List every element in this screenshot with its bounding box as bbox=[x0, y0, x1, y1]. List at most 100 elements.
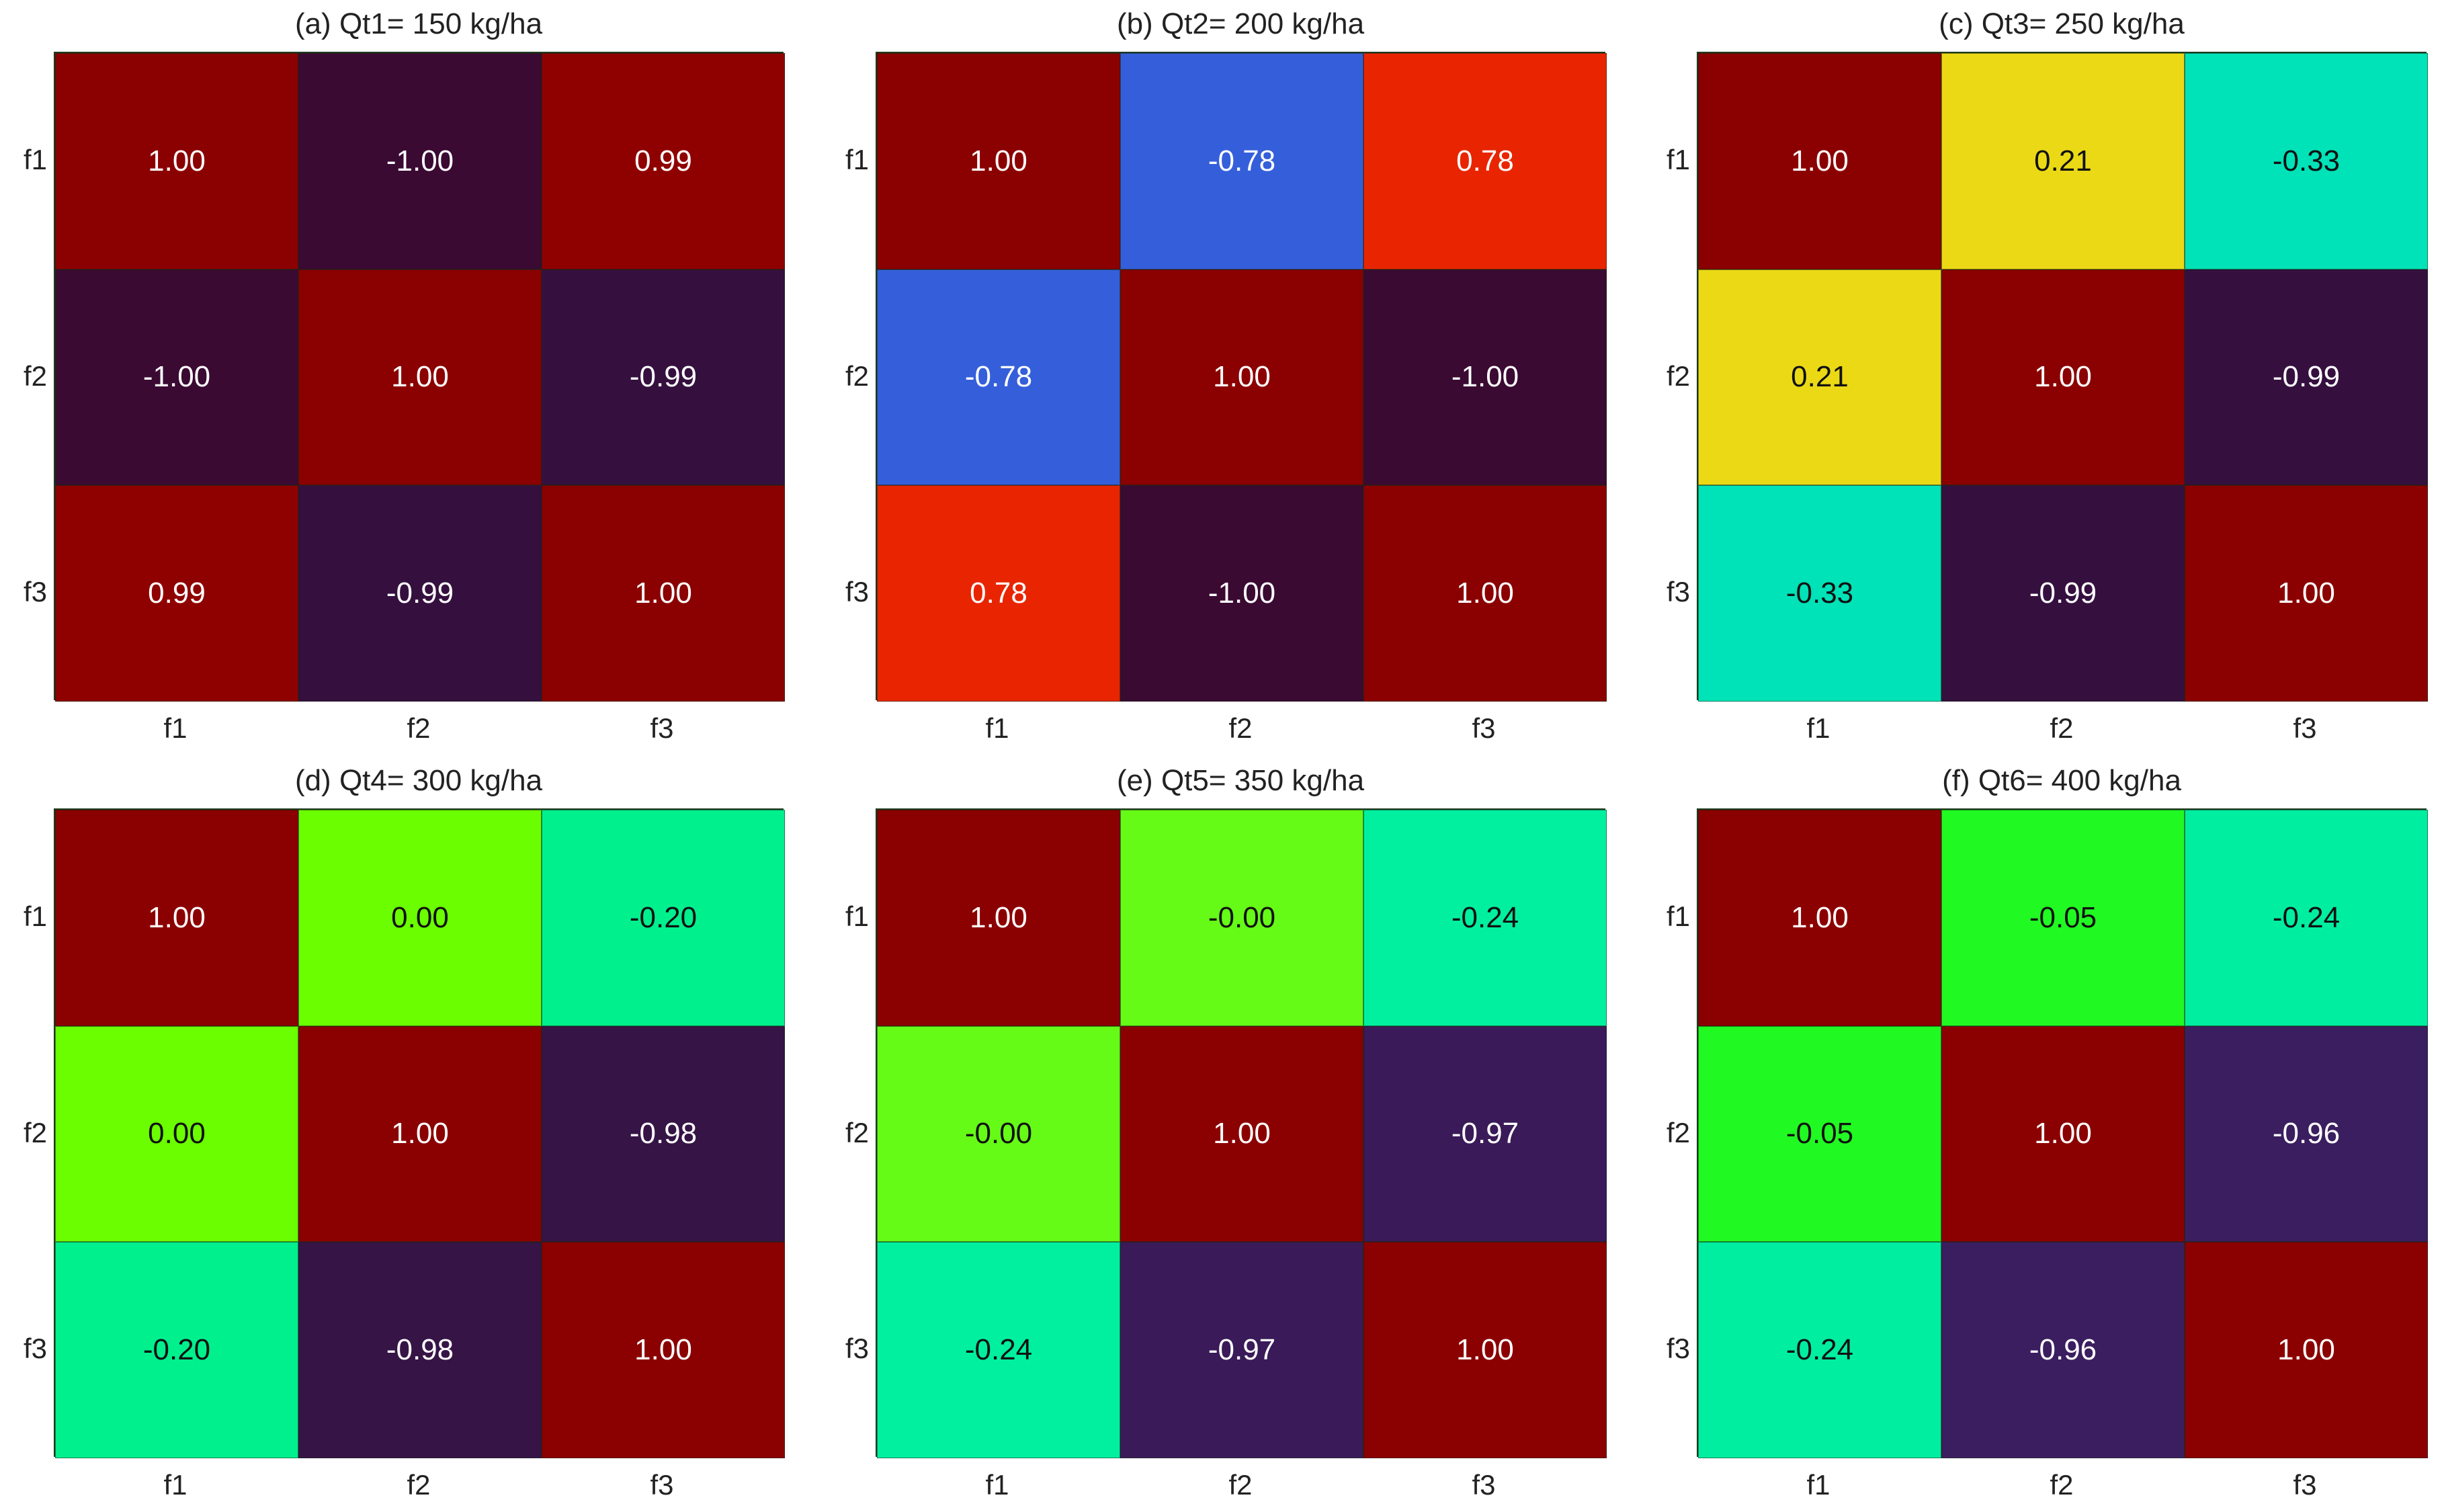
heatmap-cell: -0.24 bbox=[2185, 810, 2428, 1026]
heatmap-cell: 1.00 bbox=[2185, 485, 2428, 702]
heatmap-cell: 1.00 bbox=[542, 485, 785, 702]
y-tick-label: f3 bbox=[1666, 576, 1690, 608]
x-tick-label: f1 bbox=[985, 1469, 1009, 1501]
heatmap-cell: 1.00 bbox=[1941, 1025, 2185, 1243]
heatmap-cell: -0.05 bbox=[1698, 1025, 1941, 1243]
heatmap-grid: 1.00 -0.05 -0.24 -0.05 1.00 -0.96 -0.24 -0.96 1.… bbox=[1697, 808, 2428, 1458]
heatmap-cell: 1.00 bbox=[55, 53, 298, 269]
heatmap-cell: -0.24 bbox=[1698, 1242, 1941, 1458]
x-tick-label: f3 bbox=[2293, 712, 2317, 744]
heatmap-cell: -0.33 bbox=[2185, 53, 2428, 269]
y-tick-label: f3 bbox=[845, 576, 869, 608]
heatmap-cell: 0.99 bbox=[55, 485, 298, 702]
y-tick-label: f1 bbox=[23, 900, 47, 932]
heatmap-cell: 0.99 bbox=[542, 53, 785, 269]
panel-title: (b) Qt2= 200 kg/ha bbox=[1116, 7, 1365, 40]
y-tick-label: f2 bbox=[23, 360, 47, 392]
heatmap-cell: 1.00 bbox=[298, 1025, 542, 1243]
heatmap-cell: 1.00 bbox=[1941, 269, 2185, 486]
x-tick-label: f2 bbox=[1228, 1469, 1253, 1501]
x-tick-label: f2 bbox=[1228, 712, 1253, 744]
y-tick-label: f1 bbox=[23, 143, 47, 175]
heatmap-cell: 0.78 bbox=[1363, 53, 1607, 269]
heatmap-cell: 1.00 bbox=[1363, 1242, 1607, 1458]
y-tick-label: f2 bbox=[1666, 360, 1690, 392]
heatmap-cell: -0.96 bbox=[2185, 1025, 2428, 1243]
heatmap-cell: 1.00 bbox=[877, 810, 1120, 1026]
heatmap-cell: -1.00 bbox=[1363, 269, 1607, 486]
panel-title: (d) Qt4= 300 kg/ha bbox=[294, 764, 543, 797]
heatmap-cell: 1.00 bbox=[1120, 1025, 1363, 1243]
heatmap-cell: 0.21 bbox=[1698, 269, 1941, 486]
heatmap-cell: -0.78 bbox=[877, 269, 1120, 486]
heatmap-cell: 1.00 bbox=[1698, 810, 1941, 1026]
x-tick-label: f2 bbox=[407, 1469, 431, 1501]
heatmap-cell: 1.00 bbox=[1698, 53, 1941, 269]
heatmap-cell: -0.99 bbox=[298, 485, 542, 702]
heatmap-cell: -0.24 bbox=[877, 1242, 1120, 1458]
y-tick-label: f2 bbox=[23, 1116, 47, 1148]
x-tick-label: f1 bbox=[1806, 712, 1830, 744]
heatmap-cell: 0.21 bbox=[1941, 53, 2185, 269]
heatmap-cell: -0.33 bbox=[1698, 485, 1941, 702]
heatmap-cell: -0.97 bbox=[1120, 1242, 1363, 1458]
heatmap-cell: -0.00 bbox=[877, 1025, 1120, 1243]
x-tick-label: f3 bbox=[650, 712, 674, 744]
heatmap-cell: -0.20 bbox=[55, 1242, 298, 1458]
y-tick-label: f3 bbox=[845, 1333, 869, 1365]
heatmap-cell: -1.00 bbox=[1120, 485, 1363, 702]
heatmap-grid: 1.00 -1.00 0.99 -1.00 1.00 -0.99 0.99 -0.99 1.00 bbox=[54, 52, 785, 702]
y-tick-label: f2 bbox=[845, 1116, 869, 1148]
heatmap-cell: -0.20 bbox=[542, 810, 785, 1026]
heatmap-cell: 1.00 bbox=[877, 53, 1120, 269]
y-tick-label: f3 bbox=[23, 1333, 47, 1365]
heatmap-grid: 1.00 0.00 -0.20 0.00 1.00 -0.98 -0.20 -0.98 1.00 bbox=[54, 808, 785, 1458]
heatmap-cell: -0.98 bbox=[542, 1025, 785, 1243]
y-tick-label: f3 bbox=[23, 576, 47, 608]
x-tick-label: f2 bbox=[407, 712, 431, 744]
heatmap-cell: 0.00 bbox=[55, 1025, 298, 1243]
y-tick-label: f1 bbox=[1666, 143, 1690, 175]
x-tick-label: f3 bbox=[1472, 1469, 1496, 1501]
heatmap-grid: 1.00 0.21 -0.33 0.21 1.00 -0.99 -0.33 -0.99 1.00 bbox=[1697, 52, 2428, 702]
y-tick-label: f3 bbox=[1666, 1333, 1690, 1365]
panel-title: (f) Qt6= 400 kg/ha bbox=[1942, 764, 2181, 797]
heatmap-cell: -0.24 bbox=[1363, 810, 1607, 1026]
heatmap-grid: 1.00 -0.78 0.78 -0.78 1.00 -1.00 0.78 -1.00 1.00 bbox=[876, 52, 1607, 702]
heatmap-cell: 1.00 bbox=[542, 1242, 785, 1458]
x-tick-label: f3 bbox=[1472, 712, 1496, 744]
heatmap-cell: 1.00 bbox=[55, 810, 298, 1026]
heatmap-cell: -1.00 bbox=[298, 53, 542, 269]
heatmap-cell: 0.00 bbox=[298, 810, 542, 1026]
x-tick-label: f1 bbox=[163, 712, 187, 744]
y-tick-label: f1 bbox=[1666, 900, 1690, 932]
x-tick-label: f3 bbox=[650, 1469, 674, 1501]
x-tick-label: f1 bbox=[1806, 1469, 1830, 1501]
y-tick-label: f2 bbox=[1666, 1116, 1690, 1148]
panel-title: (c) Qt3= 250 kg/ha bbox=[1939, 7, 2185, 40]
heatmap-cell: 1.00 bbox=[2185, 1242, 2428, 1458]
heatmap-cell: -0.00 bbox=[1120, 810, 1363, 1026]
panel-title: (a) Qt1= 150 kg/ha bbox=[294, 7, 543, 40]
heatmap-cell: -0.98 bbox=[298, 1242, 542, 1458]
y-tick-label: f1 bbox=[845, 143, 869, 175]
x-tick-label: f2 bbox=[2050, 712, 2074, 744]
heatmap-cell: 1.00 bbox=[298, 269, 542, 486]
heatmap-grid: 1.00 -0.00 -0.24 -0.00 1.00 -0.97 -0.24 -0.97 1.… bbox=[876, 808, 1607, 1458]
panel-title: (e) Qt5= 350 kg/ha bbox=[1116, 764, 1365, 797]
x-tick-label: f1 bbox=[985, 712, 1009, 744]
heatmap-cell: -0.99 bbox=[2185, 269, 2428, 486]
x-tick-label: f1 bbox=[163, 1469, 187, 1501]
heatmap-cell: -1.00 bbox=[55, 269, 298, 486]
x-tick-label: f3 bbox=[2293, 1469, 2317, 1501]
heatmap-cell: -0.78 bbox=[1120, 53, 1363, 269]
heatmap-cell: -0.99 bbox=[542, 269, 785, 486]
heatmap-cell: 1.00 bbox=[1120, 269, 1363, 486]
x-tick-label: f2 bbox=[2050, 1469, 2074, 1501]
heatmap-cell: -0.97 bbox=[1363, 1025, 1607, 1243]
y-tick-label: f1 bbox=[845, 900, 869, 932]
heatmap-cell: 0.78 bbox=[877, 485, 1120, 702]
heatmap-cell: 1.00 bbox=[1363, 485, 1607, 702]
heatmap-cell: -0.99 bbox=[1941, 485, 2185, 702]
